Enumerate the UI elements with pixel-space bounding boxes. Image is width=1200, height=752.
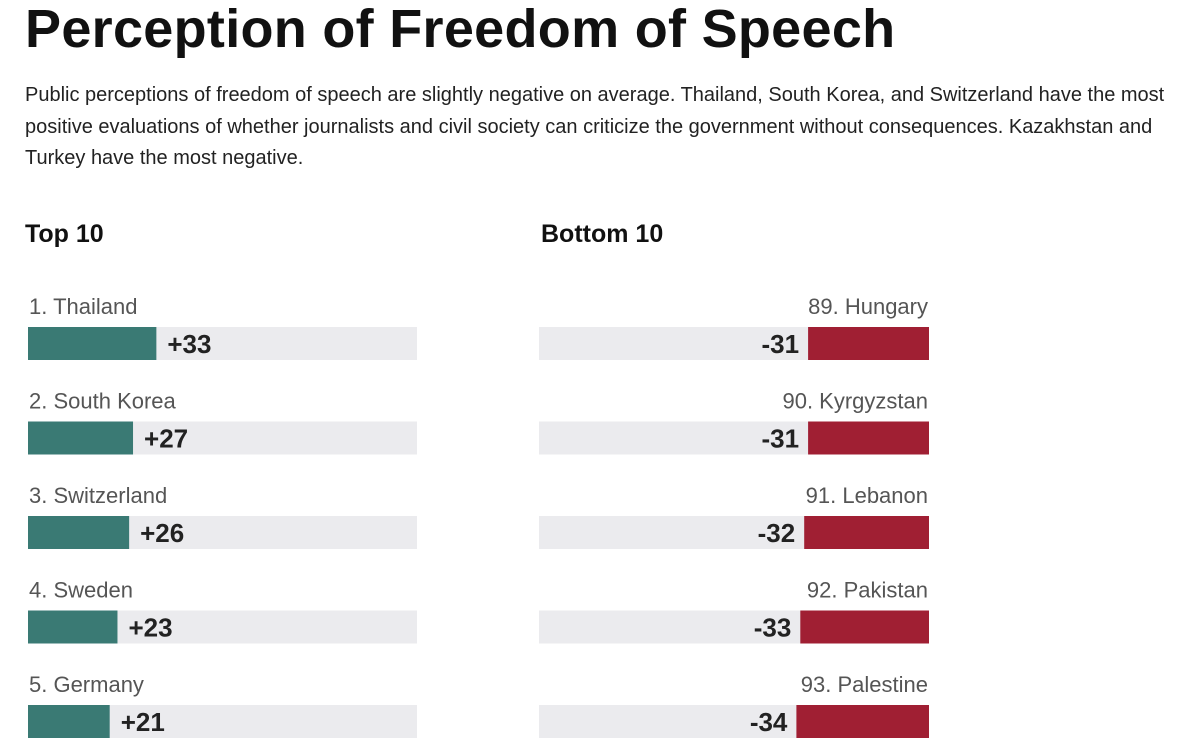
bottom-bar-label: 92. Pakistan [807,578,928,603]
top-bar-value: +27 [144,424,188,454]
bottom-bar [796,705,929,738]
bottom-bar-label: 91. Lebanon [806,483,928,508]
bottom-bar [808,421,929,455]
bottom-bar-value: -31 [762,329,800,359]
bottom-bar-value: -33 [754,613,792,643]
top-bar [28,421,134,455]
top-10-heading: Top 10 [25,220,104,248]
top-bar-value: +23 [128,613,172,643]
bottom-bar-label: 90. Kyrgyzstan [782,389,928,414]
top-bar-label: 4. Sweden [29,578,133,603]
top-bar-value: +33 [167,329,211,359]
bottom-bar-label: 93. Palestine [801,672,928,697]
page-subtitle: Public perceptions of freedom of speech … [25,84,1165,169]
top-bar-label: 5. Germany [29,672,144,697]
bottom-bar-label: 89. Hungary [808,294,928,319]
top-bar-label: 3. Switzerland [29,483,167,508]
bottom-10-heading: Bottom 10 [541,220,664,248]
bottom-bar [808,327,929,360]
bottom-bar-value: -31 [762,424,800,454]
top-bar-value: +21 [121,707,165,737]
bottom-bar-value: -32 [758,518,796,548]
top-bar [28,610,118,644]
top-bar-label: 1. Thailand [29,294,137,319]
top-bar [28,516,130,549]
bottom-bar [804,516,929,549]
bottom-bar [800,610,929,644]
top-bar-value: +26 [140,518,184,548]
top-bar-label: 2. South Korea [29,389,177,414]
bottom-bar-value: -34 [750,707,788,737]
top-bar [28,705,110,738]
top-bar [28,327,157,360]
page-title: Perception of Freedom of Speech [25,0,896,59]
